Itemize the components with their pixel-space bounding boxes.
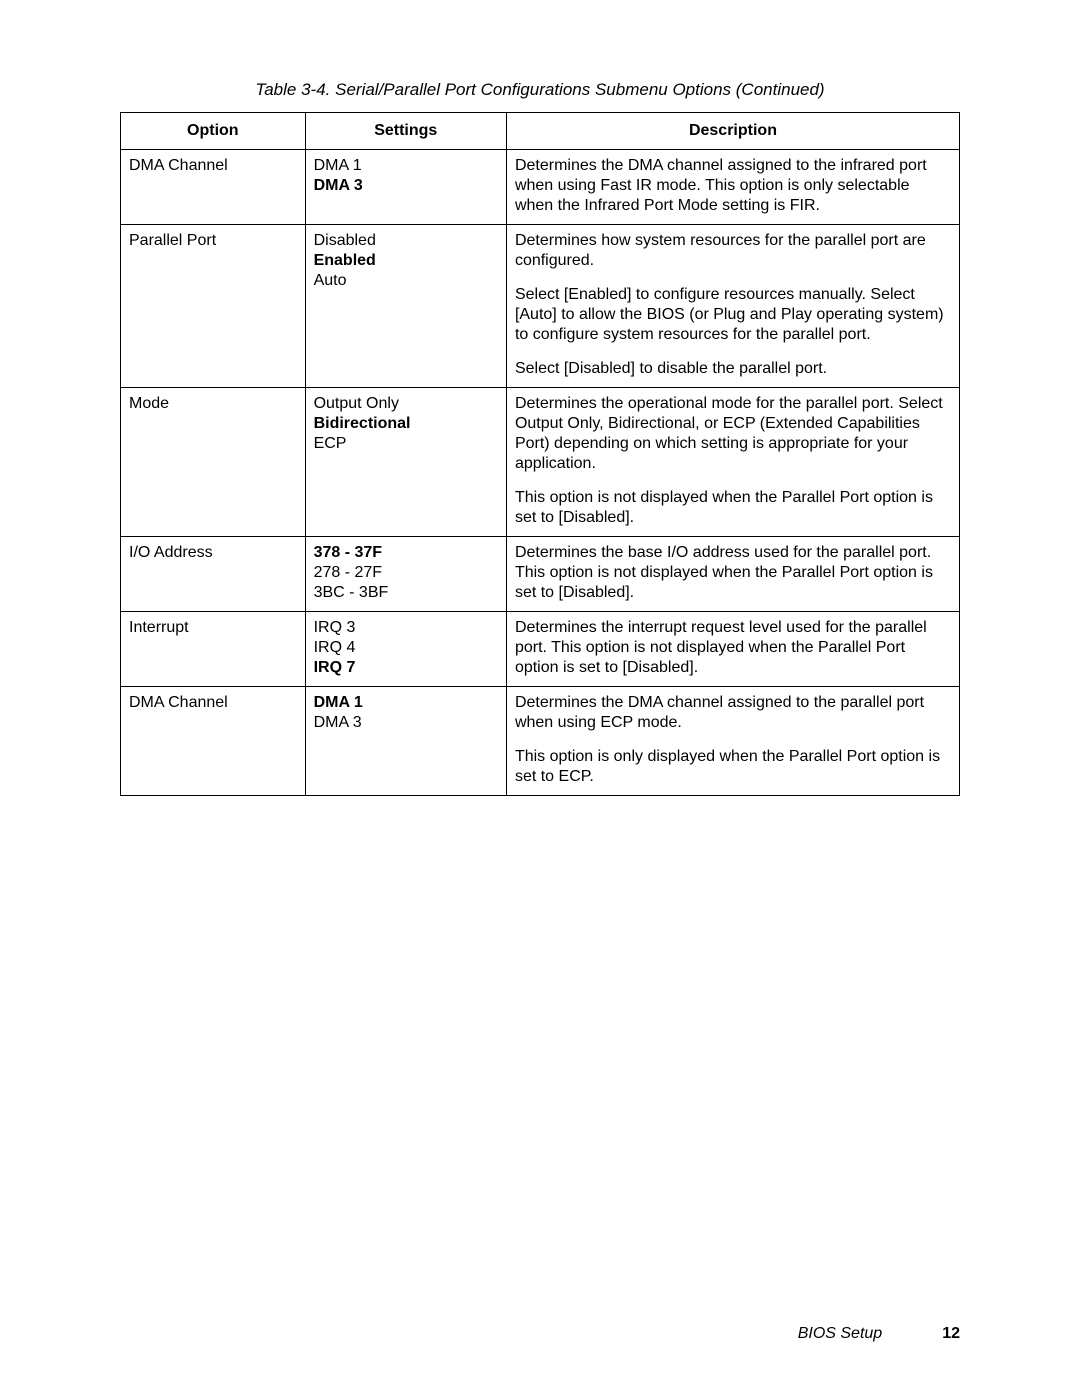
document-page: Table 3-4. Serial/Parallel Port Configur… [0, 0, 1080, 1397]
setting-value: IRQ 3 [314, 618, 498, 638]
table-row: ModeOutput OnlyBidirectionalECPDetermine… [121, 388, 960, 537]
cell-settings: DMA 1DMA 3 [305, 150, 506, 225]
setting-value: DMA 1 [314, 156, 498, 176]
setting-value: IRQ 7 [314, 658, 498, 678]
table-caption: Table 3-4. Serial/Parallel Port Configur… [120, 80, 960, 100]
table-row: Parallel PortDisabledEnabledAutoDetermin… [121, 225, 960, 388]
cell-settings: DisabledEnabledAuto [305, 225, 506, 388]
footer-page-number: 12 [942, 1325, 960, 1343]
setting-value: 278 - 27F [314, 563, 498, 583]
description-paragraph: Determines how system resources for the … [515, 231, 951, 271]
page-footer: BIOS Setup 12 [798, 1325, 960, 1343]
description-paragraph: Determines the DMA channel assigned to t… [515, 693, 951, 733]
col-header-settings: Settings [305, 113, 506, 150]
cell-option: Mode [121, 388, 306, 537]
cell-settings: 378 - 37F278 - 27F3BC - 3BF [305, 537, 506, 612]
description-paragraph: This option is only displayed when the P… [515, 747, 951, 787]
cell-description: Determines the operational mode for the … [506, 388, 959, 537]
cell-option: I/O Address [121, 537, 306, 612]
config-table: Option Settings Description DMA ChannelD… [120, 112, 960, 796]
col-header-description: Description [506, 113, 959, 150]
setting-value: Auto [314, 271, 498, 291]
setting-value: 378 - 37F [314, 543, 498, 563]
setting-value: Disabled [314, 231, 498, 251]
cell-settings: DMA 1DMA 3 [305, 687, 506, 796]
table-row: I/O Address378 - 37F278 - 27F3BC - 3BFDe… [121, 537, 960, 612]
setting-value: DMA 1 [314, 693, 498, 713]
setting-value: Output Only [314, 394, 498, 414]
cell-description: Determines the DMA channel assigned to t… [506, 687, 959, 796]
col-header-option: Option [121, 113, 306, 150]
description-paragraph: Determines the interrupt request level u… [515, 618, 951, 678]
cell-description: Determines the interrupt request level u… [506, 612, 959, 687]
cell-option: Parallel Port [121, 225, 306, 388]
description-paragraph: Determines the base I/O address used for… [515, 543, 951, 603]
table-row: DMA ChannelDMA 1DMA 3Determines the DMA … [121, 150, 960, 225]
table-body: DMA ChannelDMA 1DMA 3Determines the DMA … [121, 150, 960, 796]
setting-value: DMA 3 [314, 713, 498, 733]
setting-value: Bidirectional [314, 414, 498, 434]
description-paragraph: Determines the operational mode for the … [515, 394, 951, 474]
setting-value: DMA 3 [314, 176, 498, 196]
footer-section-title: BIOS Setup [798, 1325, 883, 1343]
cell-settings: Output OnlyBidirectionalECP [305, 388, 506, 537]
table-row: DMA ChannelDMA 1DMA 3Determines the DMA … [121, 687, 960, 796]
setting-value: ECP [314, 434, 498, 454]
table-header-row: Option Settings Description [121, 113, 960, 150]
cell-option: DMA Channel [121, 687, 306, 796]
setting-value: IRQ 4 [314, 638, 498, 658]
setting-value: 3BC - 3BF [314, 583, 498, 603]
cell-settings: IRQ 3IRQ 4IRQ 7 [305, 612, 506, 687]
cell-option: DMA Channel [121, 150, 306, 225]
cell-description: Determines the DMA channel assigned to t… [506, 150, 959, 225]
description-paragraph: Select [Disabled] to disable the paralle… [515, 359, 951, 379]
setting-value: Enabled [314, 251, 498, 271]
cell-description: Determines the base I/O address used for… [506, 537, 959, 612]
description-paragraph: Determines the DMA channel assigned to t… [515, 156, 951, 216]
cell-description: Determines how system resources for the … [506, 225, 959, 388]
table-row: InterruptIRQ 3IRQ 4IRQ 7Determines the i… [121, 612, 960, 687]
cell-option: Interrupt [121, 612, 306, 687]
description-paragraph: Select [Enabled] to configure resources … [515, 285, 951, 345]
description-paragraph: This option is not displayed when the Pa… [515, 488, 951, 528]
